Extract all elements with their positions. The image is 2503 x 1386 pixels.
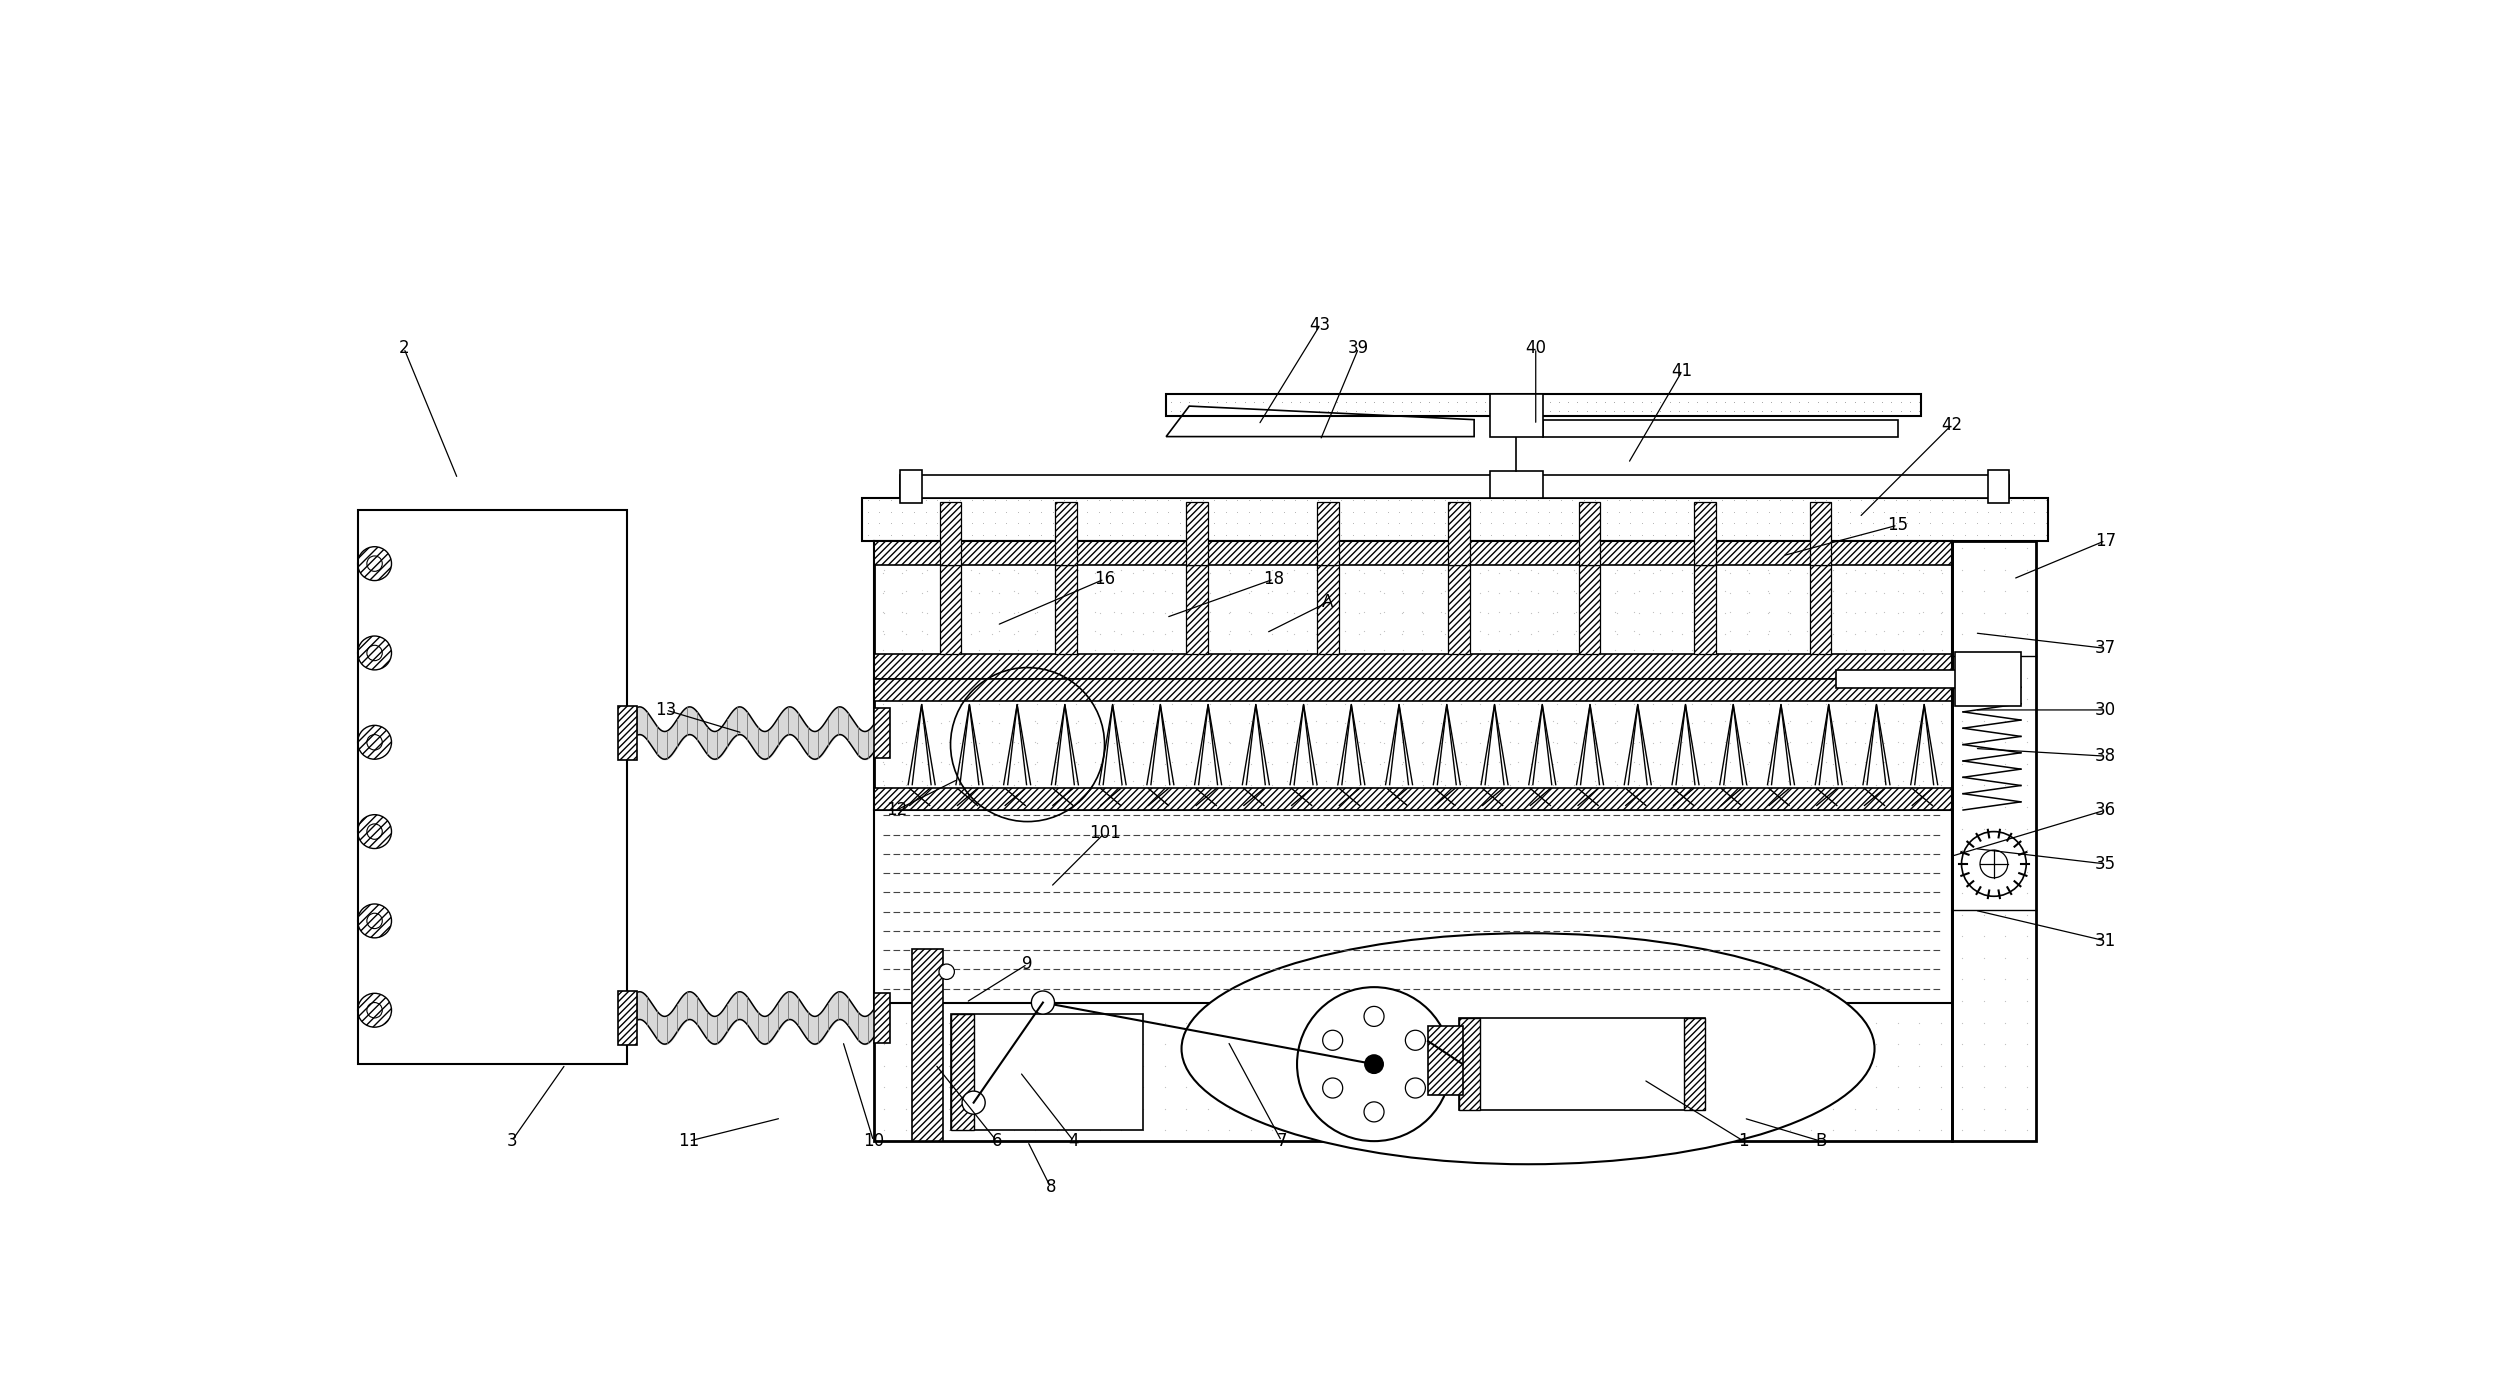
Polygon shape — [1166, 406, 1474, 437]
Bar — [939, 565, 961, 654]
Bar — [1056, 502, 1076, 565]
Circle shape — [1980, 850, 2007, 877]
Bar — [1317, 565, 1339, 654]
Bar — [1166, 394, 1920, 416]
Text: 17: 17 — [2095, 532, 2115, 549]
Bar — [1579, 565, 1599, 654]
Text: B: B — [1815, 1132, 1827, 1150]
Text: 37: 37 — [2095, 639, 2115, 657]
Circle shape — [1322, 1030, 1342, 1051]
Bar — [1955, 653, 2020, 705]
Circle shape — [1404, 1030, 1424, 1051]
Text: 38: 38 — [2095, 747, 2115, 765]
Bar — [1952, 541, 2037, 1141]
Bar — [1427, 1026, 1462, 1095]
Circle shape — [961, 1091, 986, 1114]
Bar — [618, 705, 638, 760]
Bar — [1447, 565, 1469, 654]
Bar — [939, 502, 961, 565]
Bar — [1837, 669, 1975, 689]
Circle shape — [1364, 1006, 1384, 1027]
Circle shape — [1322, 1078, 1342, 1098]
Text: 2: 2 — [398, 340, 408, 358]
Bar — [1695, 565, 1717, 654]
Text: 7: 7 — [1277, 1132, 1287, 1150]
Text: 4: 4 — [1069, 1132, 1079, 1150]
Circle shape — [1364, 1055, 1384, 1073]
Bar — [1685, 1017, 1705, 1110]
Bar — [874, 654, 1952, 679]
Circle shape — [1364, 1102, 1384, 1121]
Text: 9: 9 — [1021, 955, 1034, 973]
Bar — [1695, 502, 1717, 565]
Circle shape — [1297, 987, 1452, 1141]
Text: A: A — [1322, 593, 1334, 611]
Bar — [1186, 502, 1209, 565]
Bar — [874, 679, 1952, 701]
Text: 31: 31 — [2095, 931, 2115, 949]
Bar — [618, 991, 638, 1045]
Bar — [951, 1015, 974, 1130]
Bar — [1810, 565, 1832, 654]
Bar — [358, 510, 628, 1064]
Text: 39: 39 — [1349, 340, 1369, 358]
Bar — [1317, 502, 1339, 565]
Circle shape — [939, 965, 954, 980]
Bar — [1987, 470, 2010, 503]
Text: 15: 15 — [1887, 516, 1907, 534]
Bar — [901, 470, 921, 503]
Text: 18: 18 — [1264, 570, 1284, 588]
Text: 41: 41 — [1672, 362, 1692, 380]
Text: 10: 10 — [864, 1132, 884, 1150]
Bar — [874, 789, 1952, 809]
Bar — [1459, 1017, 1705, 1110]
Bar — [1186, 565, 1209, 654]
Bar — [1810, 502, 1832, 565]
Text: 13: 13 — [656, 701, 676, 719]
Circle shape — [1031, 991, 1054, 1015]
Text: 1: 1 — [1737, 1132, 1750, 1150]
Bar — [1579, 502, 1599, 565]
Text: 8: 8 — [1046, 1178, 1056, 1196]
Circle shape — [1404, 1078, 1424, 1098]
Bar — [951, 1015, 1144, 1130]
Bar — [874, 708, 891, 758]
Bar — [1459, 1017, 1479, 1110]
Bar — [911, 948, 944, 1141]
Bar — [901, 475, 2010, 498]
Ellipse shape — [1181, 933, 1875, 1164]
Bar — [861, 498, 2047, 541]
Bar — [1056, 565, 1076, 654]
Text: 3: 3 — [506, 1132, 518, 1150]
Text: 11: 11 — [678, 1132, 698, 1150]
Bar — [1447, 502, 1469, 565]
Circle shape — [1962, 832, 2027, 897]
Text: 36: 36 — [2095, 801, 2115, 819]
Text: 6: 6 — [991, 1132, 1001, 1150]
Text: 16: 16 — [1094, 570, 1116, 588]
Bar — [874, 541, 1952, 1141]
Text: 101: 101 — [1089, 825, 1121, 843]
Text: 43: 43 — [1309, 316, 1332, 334]
Bar — [874, 809, 1952, 1002]
Text: 35: 35 — [2095, 855, 2115, 873]
Bar — [874, 994, 891, 1042]
Bar — [874, 541, 1952, 565]
Polygon shape — [1544, 420, 1897, 437]
Text: 42: 42 — [1940, 416, 1962, 434]
Bar — [1489, 471, 1544, 498]
Text: 12: 12 — [886, 801, 906, 819]
Bar — [1489, 394, 1544, 437]
Text: 40: 40 — [1524, 340, 1547, 358]
Text: 30: 30 — [2095, 701, 2115, 719]
